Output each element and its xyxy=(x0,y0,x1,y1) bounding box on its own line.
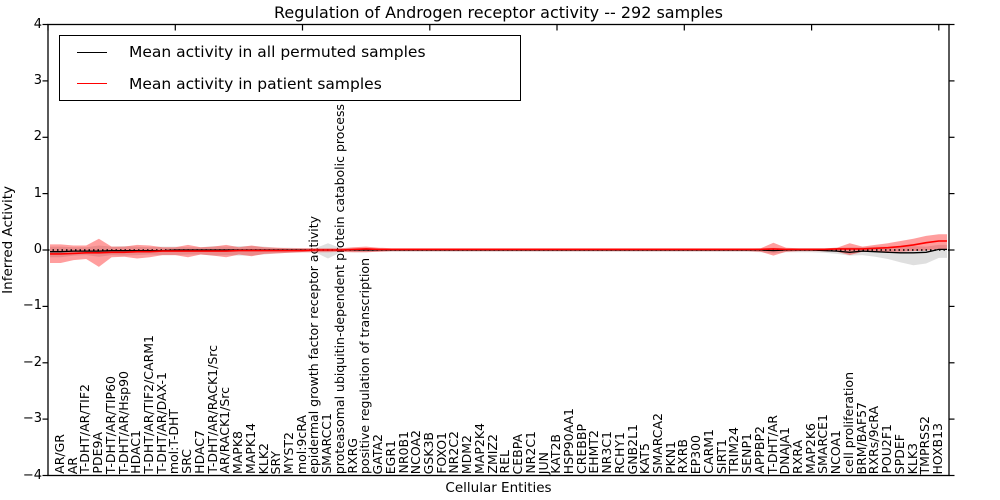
y-tick-label: −2 xyxy=(22,354,42,370)
y-tick-label: 3 xyxy=(33,72,42,88)
axis-frame xyxy=(47,23,950,477)
y-tick-label: 1 xyxy=(33,185,42,201)
legend: Mean activity in all permuted samples Me… xyxy=(59,35,521,101)
y-tick-label: 0 xyxy=(33,242,42,257)
permuted-samples-range xyxy=(50,243,947,266)
legend-label-patient: Mean activity in patient samples xyxy=(129,74,382,93)
chart-title: Regulation of Androgen receptor activity… xyxy=(274,3,723,22)
y-tick-label: −3 xyxy=(22,411,42,427)
y-tick-label: 4 xyxy=(33,16,42,32)
legend-label-permuted: Mean activity in all permuted samples xyxy=(129,43,426,62)
x-axis-label: Cellular Entities xyxy=(445,480,552,496)
y-tick-label: −4 xyxy=(22,467,42,483)
series-line-1 xyxy=(50,240,947,255)
legend-entry-patient: Mean activity in patient samples xyxy=(60,69,520,99)
y-tick-label: 2 xyxy=(33,129,42,145)
y-tick-label: −1 xyxy=(22,298,42,314)
legend-entry-permuted: Mean activity in all permuted samples xyxy=(60,37,520,67)
legend-line-sample-permuted xyxy=(77,51,107,53)
legend-line-sample-patient xyxy=(77,83,107,85)
